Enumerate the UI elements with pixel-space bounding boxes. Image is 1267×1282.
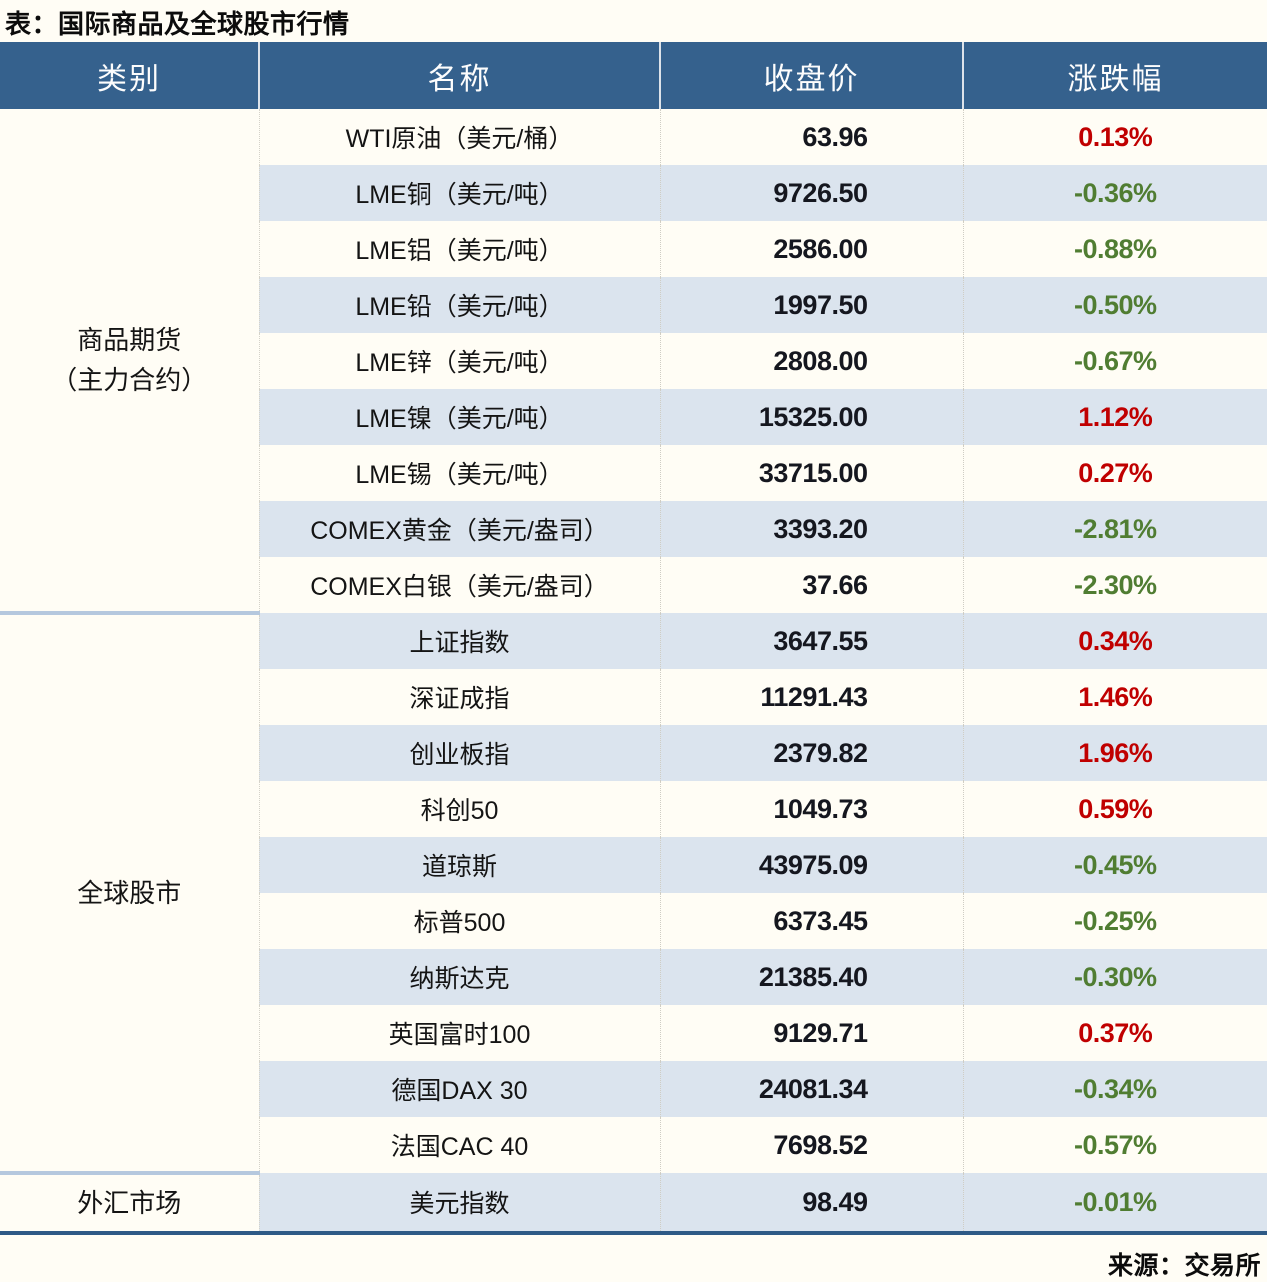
change-percent-cell: -0.25% [962,893,1267,949]
name-cell: 美元指数 [258,1173,660,1235]
name-cell: 深证成指 [258,669,660,725]
close-price-cell: 1049.73 [659,781,963,837]
close-price-cell: 37.66 [659,557,963,613]
table-title: 表：国际商品及全球股市行情 [5,9,350,39]
change-percent-cell: 1.12% [962,389,1267,445]
change-percent-cell: 0.13% [962,109,1267,165]
table-row: LME锌（美元/吨） 2808.00 -0.67% [0,333,1267,389]
column-header-category: 类别 [0,42,259,109]
table-row: 法国CAC 40 7698.52 -0.57% [0,1117,1267,1173]
change-percent-cell: 0.59% [962,781,1267,837]
change-percent-cell: -0.30% [962,949,1267,1005]
change-percent-cell: -0.01% [962,1173,1267,1235]
close-price-cell: 2586.00 [659,221,963,277]
table-row: 英国富时100 9129.71 0.37% [0,1005,1267,1061]
name-cell: LME铝（美元/吨） [258,221,660,277]
close-price-cell: 2808.00 [659,333,963,389]
change-percent-cell: -0.36% [962,165,1267,221]
name-cell: 法国CAC 40 [258,1117,660,1173]
close-price-cell: 2379.82 [659,725,963,781]
category-label: 商品期货 [77,324,182,355]
name-cell: 德国DAX 30 [258,1061,660,1117]
change-percent-cell: -0.88% [962,221,1267,277]
table-row: 深证成指 11291.43 1.46% [0,669,1267,725]
close-price-cell: 43975.09 [659,837,963,893]
name-cell: 英国富时100 [258,1005,660,1061]
category-cell: 全球股市 [0,611,260,1173]
table-row: LME铅（美元/吨） 1997.50 -0.50% [0,277,1267,333]
table-row: COMEX白银（美元/盎司） 37.66 -2.30% [0,557,1267,613]
close-price-cell: 7698.52 [659,1117,963,1173]
name-cell: COMEX白银（美元/盎司） [258,557,660,613]
change-percent-cell: 0.27% [962,445,1267,501]
table-body: 商品期货 （主力合约） WTI原油（美元/桶） 63.96 0.13% LME铜（美元/吨… [0,109,1267,1235]
change-percent-cell: -2.81% [962,501,1267,557]
change-percent-cell: -0.67% [962,333,1267,389]
change-percent-cell: 1.46% [962,669,1267,725]
name-cell: 创业板指 [258,725,660,781]
close-price-cell: 9129.71 [659,1005,963,1061]
name-cell: COMEX黄金（美元/盎司） [258,501,660,557]
category-label: （主力合约） [51,365,208,395]
table-row: 道琼斯 43975.09 -0.45% [0,837,1267,893]
table-row: LME铜（美元/吨） 9726.50 -0.36% [0,165,1267,221]
change-percent-cell: 0.37% [962,1005,1267,1061]
close-price-cell: 33715.00 [659,445,963,501]
header-row: 类别 名称 收盘价 涨跌幅 [0,42,1267,109]
name-cell: 道琼斯 [258,837,660,893]
close-price-cell: 1997.50 [659,277,963,333]
table-header: 类别 名称 收盘价 涨跌幅 [0,42,1267,109]
change-percent-cell: -0.57% [962,1117,1267,1173]
change-percent-cell: -0.45% [962,837,1267,893]
column-header-name: 名称 [258,42,660,109]
column-header-close: 收盘价 [659,42,963,109]
close-price-cell: 3647.55 [659,613,963,669]
table-row: 商品期货 （主力合约） WTI原油（美元/桶） 63.96 0.13% [0,109,1267,613]
table-row: 全球股市 上证指数 3647.55 0.34% [0,611,1267,1173]
column-header-change: 涨跌幅 [962,42,1267,109]
close-price-cell: 6373.45 [659,893,963,949]
table-row: 德国DAX 30 24081.34 -0.34% [0,1061,1267,1117]
table-row: LME铝（美元/吨） 2586.00 -0.88% [0,221,1267,277]
table-row: 外汇市场 美元指数 98.49 -0.01% [0,1171,1267,1235]
close-price-cell: 24081.34 [659,1061,963,1117]
category-cell: 外汇市场 [0,1171,260,1235]
name-cell: 上证指数 [258,613,660,669]
table-row: 创业板指 2379.82 1.96% [0,725,1267,781]
name-cell: LME锡（美元/吨） [258,445,660,501]
table-row: LME锡（美元/吨） 33715.00 0.27% [0,445,1267,501]
close-price-cell: 21385.40 [659,949,963,1005]
table-row: 科创50 1049.73 0.59% [0,781,1267,837]
market-table: 类别 名称 收盘价 涨跌幅 商品期货 （主力合约） WTI原油（美元/桶） 63.96 0.1… [0,42,1267,1235]
close-price-cell: 11291.43 [659,669,963,725]
name-cell: LME铜（美元/吨） [258,165,660,221]
change-percent-cell: 0.34% [962,613,1267,669]
name-cell: 科创50 [258,781,660,837]
close-price-cell: 9726.50 [659,165,963,221]
name-cell: LME锌（美元/吨） [258,333,660,389]
change-percent-cell: -2.30% [962,557,1267,613]
name-cell: 标普500 [258,893,660,949]
source-note: 来源：交易所 [1107,1252,1261,1280]
change-percent-cell: -0.50% [962,277,1267,333]
name-cell: WTI原油（美元/桶） [258,109,660,165]
close-price-cell: 3393.20 [659,501,963,557]
name-cell: LME镍（美元/吨） [258,389,660,445]
category-label: 全球股市 [77,877,182,908]
table-row: LME镍（美元/吨） 15325.00 1.12% [0,389,1267,445]
table-row: COMEX黄金（美元/盎司） 3393.20 -2.81% [0,501,1267,557]
name-cell: 纳斯达克 [258,949,660,1005]
table-row: 标普500 6373.45 -0.25% [0,893,1267,949]
change-percent-cell: -0.34% [962,1061,1267,1117]
category-label: 外汇市场 [77,1187,182,1218]
close-price-cell: 63.96 [659,109,963,165]
close-price-cell: 15325.00 [659,389,963,445]
close-price-cell: 98.49 [659,1173,963,1235]
table-row: 纳斯达克 21385.40 -0.30% [0,949,1267,1005]
change-percent-cell: 1.96% [962,725,1267,781]
category-cell: 商品期货 （主力合约） [0,109,260,613]
name-cell: LME铅（美元/吨） [258,277,660,333]
